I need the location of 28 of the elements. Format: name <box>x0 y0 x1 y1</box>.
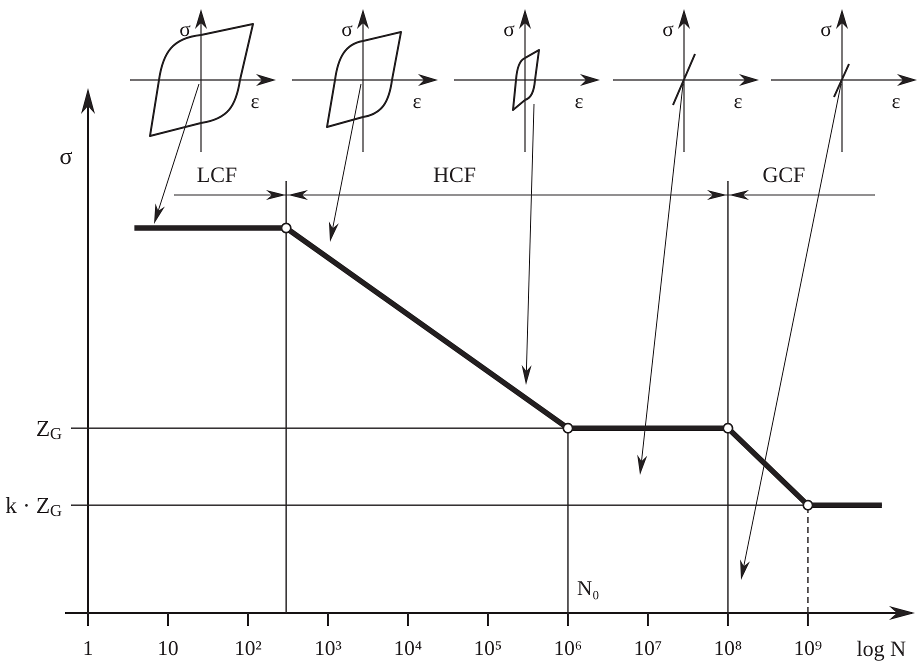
x-tick-label: 10² <box>234 636 262 660</box>
text: GCF <box>762 162 806 187</box>
x-tick-label: 10⁵ <box>474 636 502 660</box>
text: σ <box>503 17 515 41</box>
x-tick-label: 10⁴ <box>394 636 422 660</box>
x-tick-label: 10⁹ <box>794 636 822 660</box>
x-tick-label: 1 <box>82 636 94 660</box>
text: σ <box>662 17 674 41</box>
text: σ <box>179 17 191 41</box>
x-tick-label: 10⁷ <box>634 636 662 660</box>
ref-line-label: k · Z$_{G}$ <box>5 493 62 520</box>
ref-line-label: N₀ <box>576 576 600 600</box>
x-axis-title: log N <box>856 636 906 661</box>
x-tick-label: 10⁸ <box>714 636 742 660</box>
text: ε <box>892 89 901 113</box>
x-tick-label: 10 <box>157 636 178 660</box>
y-axis-title: σ <box>60 144 73 170</box>
text: ε <box>734 89 743 113</box>
x-tick-label: 10⁶ <box>554 636 582 660</box>
text: σ <box>820 17 832 41</box>
text: ε <box>412 89 422 113</box>
text: HCF <box>433 162 476 187</box>
text: σ <box>341 17 353 41</box>
text: ε <box>574 89 584 113</box>
text: ε <box>250 89 260 113</box>
ref-line-label: Z$_{G}$ <box>36 416 62 444</box>
text: LCF <box>196 162 238 187</box>
x-tick-label: 10³ <box>314 636 342 660</box>
